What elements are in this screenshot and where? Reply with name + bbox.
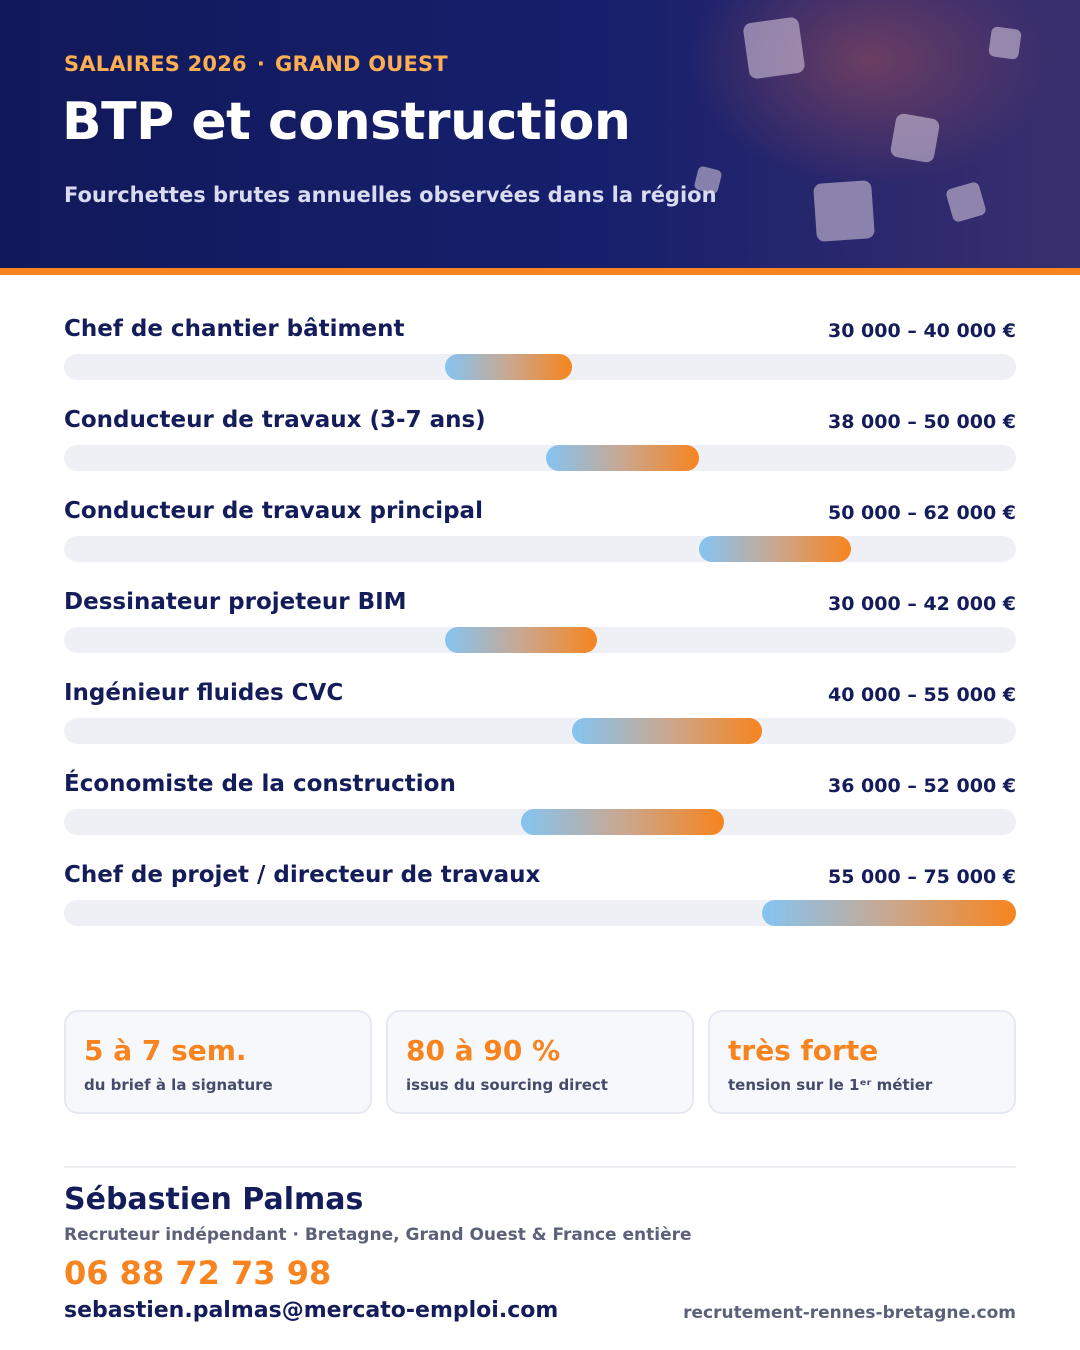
decorative-square [813, 180, 875, 242]
job-title-label: Conducteur de travaux principal [64, 498, 483, 524]
stat-label: du brief à la signature [84, 1076, 273, 1094]
range-bar [444, 627, 598, 653]
salary-range-label: 30 000 – 40 000 € [828, 320, 1016, 342]
page-title: BTP et construction [62, 92, 631, 152]
stat-value: 5 à 7 sem. [84, 1034, 247, 1067]
job-title-label: Dessinateur projeteur BIM [64, 589, 407, 615]
range-bar [546, 445, 699, 471]
salary-range-label: 30 000 – 42 000 € [828, 593, 1016, 615]
contact-email[interactable]: sebastien.palmas@mercato-emploi.com [64, 1298, 559, 1323]
salary-range-label: 55 000 – 75 000 € [828, 866, 1016, 888]
stat-label: issus du sourcing direct [406, 1076, 608, 1094]
salary-range-label: 38 000 – 50 000 € [828, 411, 1016, 433]
range-track [64, 809, 1016, 835]
salary-range-label: 50 000 – 62 000 € [828, 502, 1016, 524]
range-bar [762, 900, 1016, 926]
decorative-square [889, 112, 941, 164]
salary-row: Conducteur de travaux (3-7 ans) 38 000 – … [64, 407, 1016, 477]
contact-phone[interactable]: 06 88 72 73 98 [64, 1254, 332, 1292]
kicker-separator: · [256, 52, 266, 76]
range-track [64, 354, 1016, 380]
contact-name: Sébastien Palmas [64, 1182, 364, 1217]
range-track [64, 718, 1016, 744]
salary-range-label: 36 000 – 52 000 € [828, 775, 1016, 797]
job-title-label: Ingénieur fluides CVC [64, 680, 344, 706]
stat-card-tension: très forte tension sur le 1ᵉʳ métier [708, 1010, 1016, 1114]
header-accent-bar [0, 268, 1080, 275]
range-bar [444, 354, 572, 380]
salary-row: Chef de projet / directeur de travaux 55 … [64, 862, 1016, 932]
kicker-region: GRAND OUEST [275, 52, 448, 76]
job-title-label: Conducteur de travaux (3-7 ans) [64, 407, 486, 433]
salary-row: Économiste de la construction 36 000 – 52… [64, 771, 1016, 841]
stat-value: 80 à 90 % [406, 1034, 561, 1067]
job-title-label: Chef de chantier bâtiment [64, 316, 405, 342]
stat-card-delay: 5 à 7 sem. du brief à la signature [64, 1010, 372, 1114]
stat-label: tension sur le 1ᵉʳ métier [728, 1076, 933, 1094]
contact-role: Recruteur indépendant · Bretagne, Grand … [64, 1225, 692, 1245]
job-title-label: Chef de projet / directeur de travaux [64, 862, 541, 888]
range-bar [698, 536, 851, 562]
footer-divider [64, 1166, 1016, 1168]
decorative-square [988, 26, 1022, 60]
decorative-square [742, 16, 806, 80]
range-bar [520, 809, 725, 835]
decorative-square [944, 180, 988, 224]
salary-range-label: 40 000 – 55 000 € [828, 684, 1016, 706]
header-banner: SALAIRES 2026 · GRAND OUEST BTP et constru… [0, 0, 1080, 268]
job-title-label: Économiste de la construction [64, 771, 456, 797]
range-track [64, 445, 1016, 471]
kicker-year: SALAIRES 2026 [64, 52, 247, 76]
salary-row: Chef de chantier bâtiment 30 000 – 40 000… [64, 316, 1016, 386]
range-track [64, 536, 1016, 562]
contact-website[interactable]: recrutement-rennes-bretagne.com [683, 1303, 1016, 1323]
range-bar [571, 718, 763, 744]
stat-value: très forte [728, 1034, 879, 1067]
range-track [64, 627, 1016, 653]
salary-row: Dessinateur projeteur BIM 30 000 – 42 000… [64, 589, 1016, 659]
salary-row: Ingénieur fluides CVC 40 000 – 55 000 € [64, 680, 1016, 750]
stat-card-sourcing: 80 à 90 % issus du sourcing direct [386, 1010, 694, 1114]
salary-row: Conducteur de travaux principal 50 000 – … [64, 498, 1016, 568]
range-track [64, 900, 1016, 926]
kicker: SALAIRES 2026 · GRAND OUEST [64, 52, 448, 76]
page-subtitle: Fourchettes brutes annuelles observées d… [64, 183, 717, 207]
